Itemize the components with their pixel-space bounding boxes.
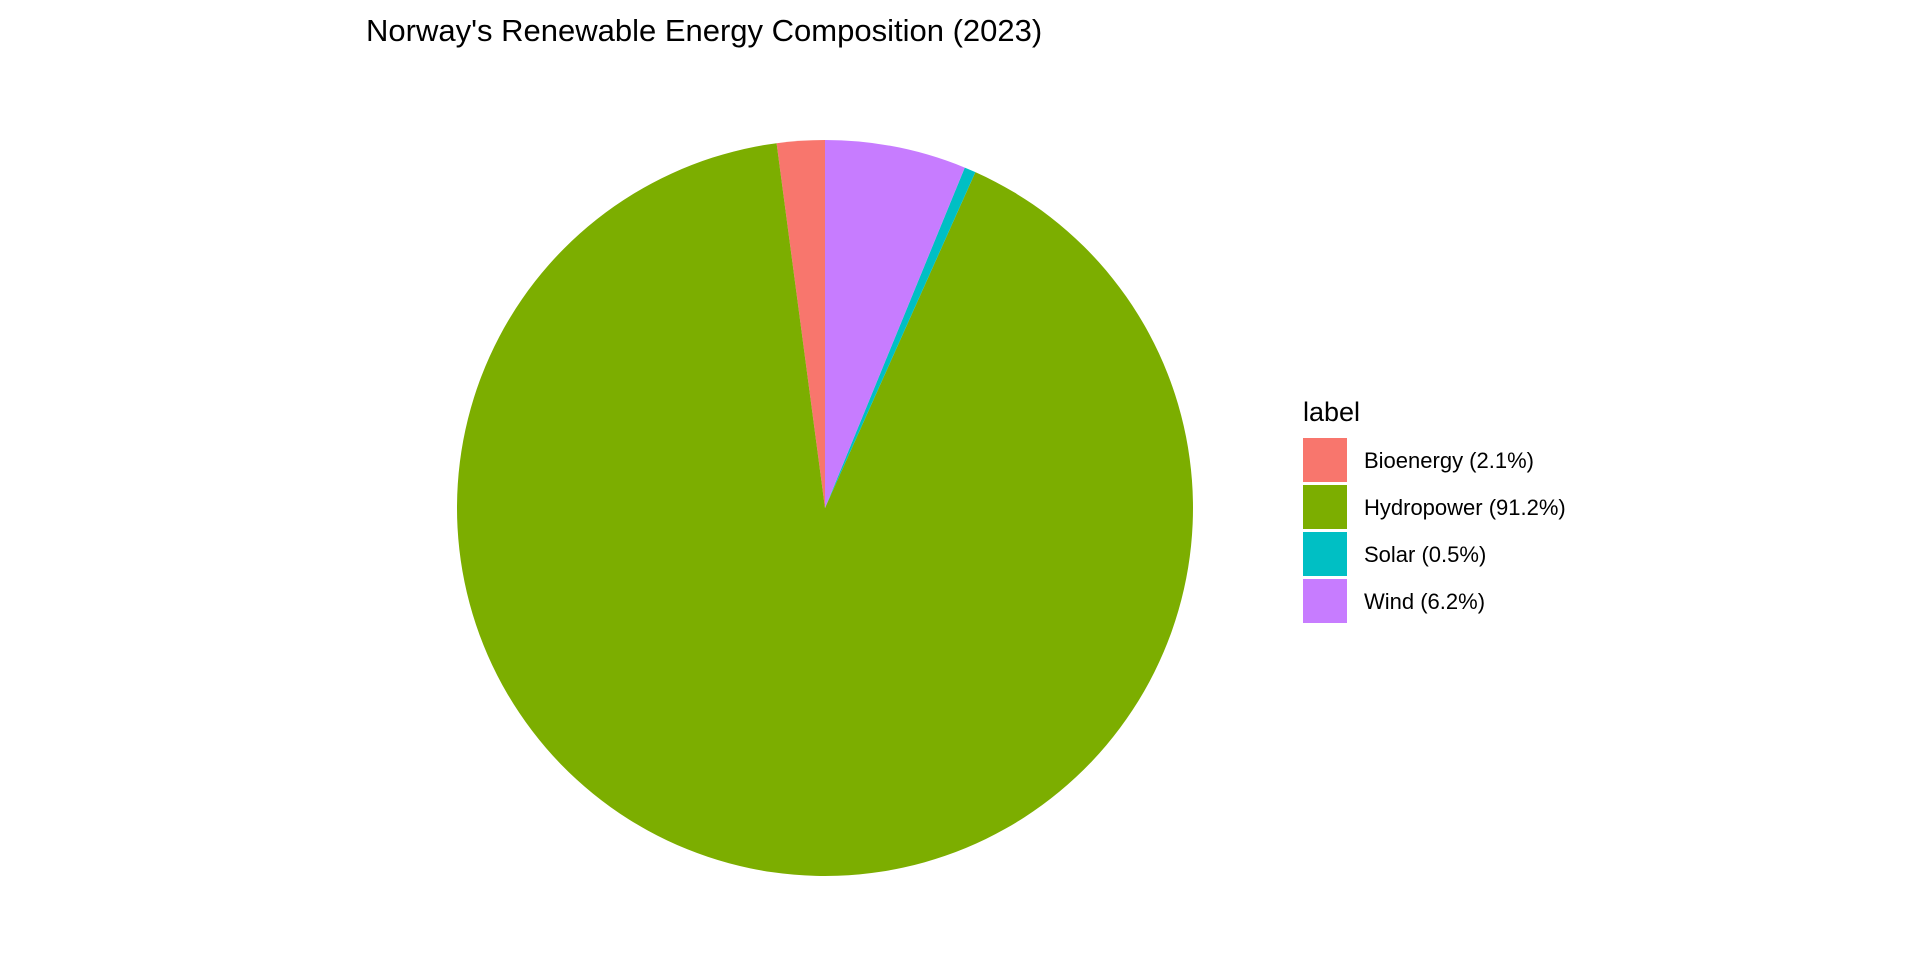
pie-slice-wind bbox=[825, 140, 965, 508]
legend-label-bioenergy: Bioenergy (2.1%) bbox=[1364, 448, 1534, 473]
pie-slice-solar bbox=[825, 167, 976, 508]
legend-title: label bbox=[1303, 397, 1360, 427]
pie-slice-hydropower bbox=[456, 143, 1193, 877]
legend-label-solar: Solar (0.5%) bbox=[1364, 542, 1486, 567]
legend-key-bioenergy bbox=[1303, 438, 1347, 482]
legend-key-hydropower bbox=[1303, 485, 1347, 529]
legend-key-solar bbox=[1303, 532, 1347, 576]
legend-label-wind: Wind (6.2%) bbox=[1364, 589, 1485, 614]
legend-key-wind bbox=[1303, 579, 1347, 623]
pie-slices bbox=[456, 140, 1193, 877]
legend-label-hydropower: Hydropower (91.2%) bbox=[1364, 495, 1566, 520]
chart-title: Norway's Renewable Energy Composition (2… bbox=[366, 13, 1042, 48]
legend: label Bioenergy (2.1%) Hydropower (91.2%)… bbox=[1303, 397, 1566, 623]
pie-slice-bioenergy bbox=[776, 140, 825, 508]
